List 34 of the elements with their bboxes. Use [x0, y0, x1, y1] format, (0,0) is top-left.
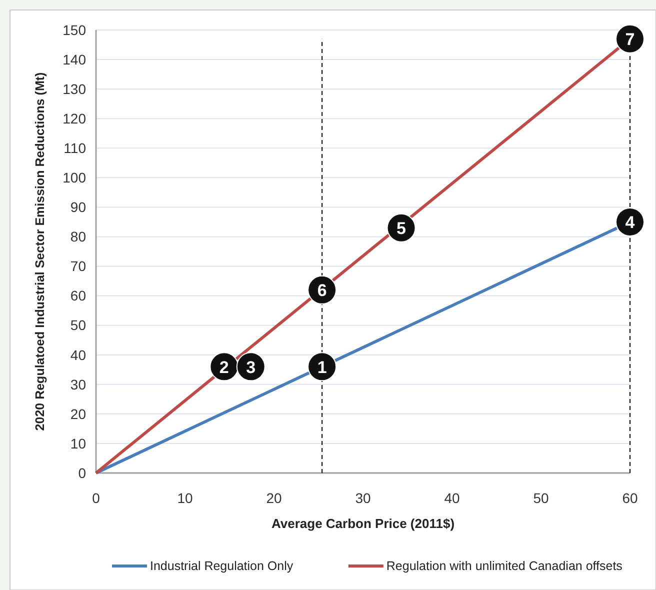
y-tick-label: 10 — [70, 435, 86, 452]
y-tick-label: 20 — [70, 406, 86, 422]
y-tick-label: 40 — [70, 346, 86, 363]
y-axis-title: 2020 Regulatoed Industrial Sector Emission Reductions (Mt) — [33, 72, 47, 431]
x-tick-label: 10 — [177, 490, 193, 506]
annotation: 7 — [625, 30, 635, 49]
x-tick-label: 30 — [355, 490, 371, 506]
y-tick-label: 110 — [64, 140, 86, 156]
y-tick-label: 140 — [62, 51, 86, 68]
legend-label: Industrial Regulation Only — [150, 559, 294, 573]
y-tick-label: 150 — [62, 22, 86, 38]
y-tick-label: 100 — [62, 170, 86, 186]
x-tick-label: 50 — [533, 490, 549, 506]
x-tick-label: 40 — [444, 490, 460, 506]
annotation: 6 — [317, 281, 327, 300]
y-tick-label: 130 — [62, 80, 86, 97]
y-tick-label: 30 — [70, 376, 86, 392]
annotation: 1 — [317, 358, 327, 377]
y-tick-label: 0 — [78, 464, 86, 481]
y-tick-label: 60 — [70, 288, 86, 304]
annotation: 2 — [219, 358, 229, 377]
y-tick-label: 90 — [70, 199, 86, 216]
x-axis-title: Average Carbon Price (2011$) — [271, 516, 455, 531]
y-tick-label: 120 — [62, 110, 86, 126]
y-tick-label: 50 — [70, 317, 86, 334]
annotation: 3 — [246, 358, 256, 377]
x-tick-label: 60 — [622, 490, 638, 506]
y-tick-label: 70 — [70, 258, 86, 274]
x-tick-label: 0 — [92, 490, 100, 506]
y-tick-label: 80 — [70, 228, 86, 245]
annotation: 4 — [625, 213, 636, 232]
x-tick-label: 20 — [266, 490, 282, 506]
legend-label: Regulation with unlimited Canadian offsets — [386, 559, 622, 573]
annotation: 5 — [396, 218, 406, 238]
